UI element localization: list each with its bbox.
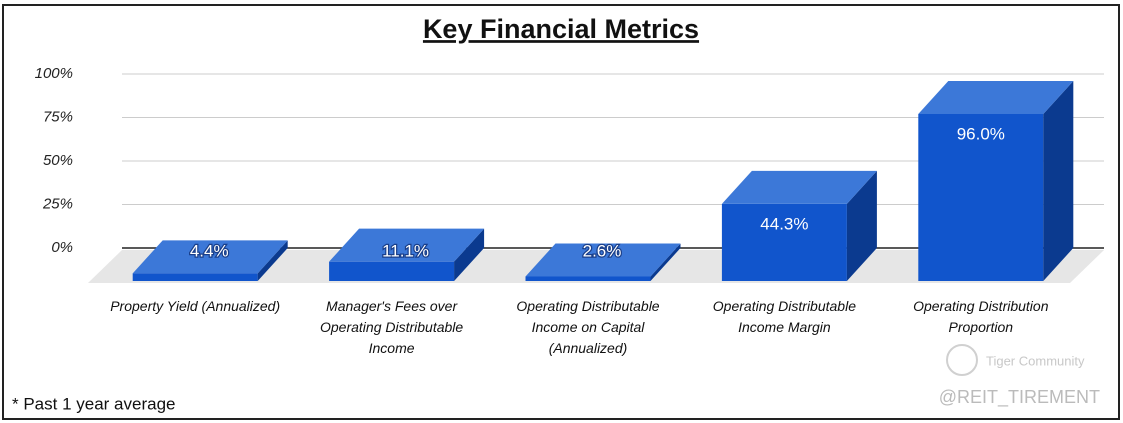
bar-front <box>525 276 651 281</box>
value-label: 2.6% <box>583 241 622 260</box>
x-tick-label: Operating Distributable Income Margin <box>712 298 856 335</box>
bar-front <box>721 203 847 281</box>
bar <box>918 80 1074 282</box>
value-label: 44.3% <box>760 214 808 233</box>
bar-front <box>132 273 258 281</box>
bar-front <box>918 113 1044 282</box>
bar <box>329 228 485 281</box>
bar-side <box>257 240 288 281</box>
credit: @REIT_TIREMENT <box>939 387 1100 408</box>
bar-side <box>1043 80 1074 282</box>
footnote: * Past 1 year average <box>12 394 175 413</box>
bar-top <box>918 80 1074 114</box>
bar-top <box>132 240 288 274</box>
value-label: 11.1% <box>382 241 429 260</box>
watermark-icon <box>946 344 978 376</box>
bar-top <box>329 228 485 262</box>
bar-side <box>846 170 877 281</box>
x-tick-label: Operating Distributable Income on Capita… <box>516 298 660 356</box>
value-label: 4.4% <box>190 241 229 260</box>
y-tick-label: 75% <box>43 108 73 125</box>
bar <box>132 240 288 281</box>
bar-top <box>721 170 877 204</box>
bar <box>721 170 877 281</box>
y-tick-label: 50% <box>43 152 73 169</box>
x-tick-label: Operating Distribution Proportion <box>913 298 1049 335</box>
value-label: 96.0% <box>957 124 1005 143</box>
y-tick-label: 25% <box>42 195 73 212</box>
watermark: Tiger Community <box>986 353 1085 368</box>
x-tick-label: Manager's Fees over Operating Distributa… <box>320 298 464 356</box>
x-tick-label: Property Yield (Annualized) <box>110 298 281 314</box>
y-tick-label: 100% <box>35 65 73 82</box>
bar-side <box>650 243 681 281</box>
y-tick-label: 0% <box>51 239 73 256</box>
chart-title: Key Financial Metrics <box>423 14 699 44</box>
bar-front <box>329 261 455 281</box>
frame <box>2 4 1120 420</box>
bar <box>525 243 681 281</box>
bar-top <box>525 243 681 277</box>
bar-side <box>454 228 485 281</box>
